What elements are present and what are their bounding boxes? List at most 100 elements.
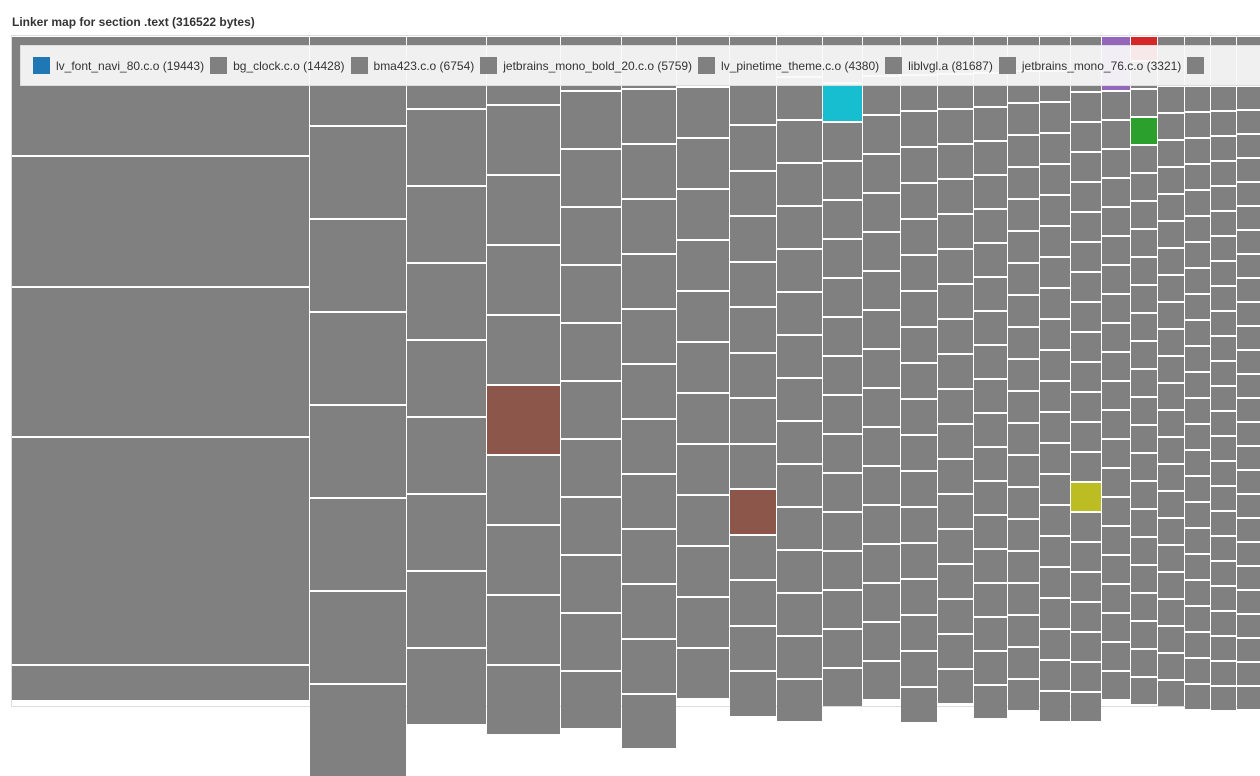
treemap-cell[interactable]: [407, 264, 486, 339]
treemap-cell[interactable]: [938, 635, 973, 668]
treemap-cell[interactable]: [1131, 398, 1157, 424]
treemap-cell[interactable]: [823, 513, 862, 550]
treemap-cell[interactable]: [1131, 566, 1157, 592]
treemap-cell[interactable]: [1158, 276, 1184, 301]
treemap-cell[interactable]: [823, 279, 862, 316]
treemap-cell[interactable]: [1158, 411, 1184, 436]
treemap-cell[interactable]: [777, 551, 822, 592]
treemap-cell[interactable]: [487, 106, 560, 174]
treemap-cell[interactable]: [901, 580, 937, 614]
treemap-cell[interactable]: [487, 176, 560, 244]
treemap-cell[interactable]: [1008, 328, 1039, 358]
treemap-cell[interactable]: [1131, 454, 1157, 480]
treemap-cell[interactable]: [1102, 440, 1130, 467]
treemap-cell[interactable]: [974, 414, 1007, 446]
treemap-cell[interactable]: [901, 616, 937, 650]
treemap-cell[interactable]: [974, 346, 1007, 378]
treemap-cell[interactable]: [1237, 375, 1260, 397]
treemap-cell[interactable]: [1237, 615, 1260, 637]
treemap-cell[interactable]: [1237, 423, 1260, 445]
treemap-cell[interactable]: [777, 680, 822, 721]
treemap-cell[interactable]: [1008, 392, 1039, 422]
treemap-cell[interactable]: [1040, 568, 1070, 597]
treemap-cell[interactable]: [1237, 495, 1260, 517]
treemap-cell[interactable]: [677, 445, 729, 494]
treemap-cell[interactable]: [938, 600, 973, 633]
treemap-cell[interactable]: [974, 108, 1007, 140]
treemap-cell[interactable]: [1237, 303, 1260, 325]
treemap-cell[interactable]: [622, 420, 676, 473]
treemap-cell[interactable]: [1008, 552, 1039, 582]
treemap-cell[interactable]: [1131, 202, 1157, 228]
treemap-cell[interactable]: [487, 526, 560, 594]
treemap-cell[interactable]: [677, 88, 729, 137]
treemap-cell[interactable]: [974, 584, 1007, 616]
legend-item[interactable]: bma423.c.o (6754): [350, 57, 474, 74]
treemap-cell[interactable]: [561, 498, 621, 554]
treemap-cell[interactable]: [1211, 437, 1236, 460]
treemap-cell[interactable]: [938, 530, 973, 563]
treemap-cell[interactable]: [901, 112, 937, 146]
treemap-cell[interactable]: [1185, 659, 1210, 683]
legend-item[interactable]: bg_clock.c.o (14428): [210, 57, 345, 74]
treemap-cell[interactable]: [1131, 286, 1157, 312]
treemap-cell[interactable]: [677, 139, 729, 188]
treemap-cell[interactable]: [777, 164, 822, 205]
treemap-cell[interactable]: [823, 474, 862, 511]
treemap-cell[interactable]: [1185, 269, 1210, 293]
treemap-cell[interactable]: [823, 84, 862, 121]
treemap-cell[interactable]: [487, 456, 560, 524]
treemap-cell[interactable]: [1211, 662, 1236, 685]
treemap-cell[interactable]: [863, 467, 900, 504]
treemap-cell[interactable]: [12, 157, 309, 286]
treemap-cell[interactable]: [1102, 150, 1130, 177]
treemap-cell[interactable]: [1040, 630, 1070, 659]
treemap-cell[interactable]: [407, 495, 486, 570]
treemap-cell[interactable]: [1131, 482, 1157, 508]
treemap-cell[interactable]: [938, 460, 973, 493]
treemap-cell[interactable]: [1211, 612, 1236, 635]
treemap-cell[interactable]: [1237, 231, 1260, 253]
treemap-cell[interactable]: [487, 596, 560, 664]
treemap-cell[interactable]: [974, 652, 1007, 684]
treemap-cell[interactable]: [1237, 663, 1260, 685]
treemap-cell[interactable]: [407, 649, 486, 724]
treemap-cell[interactable]: [938, 180, 973, 213]
treemap-cell[interactable]: [1008, 200, 1039, 230]
treemap-cell[interactable]: [1158, 546, 1184, 571]
treemap-cell[interactable]: [1102, 556, 1130, 583]
treemap-cell[interactable]: [1237, 447, 1260, 469]
treemap-cell[interactable]: [561, 324, 621, 380]
treemap-cell[interactable]: [863, 350, 900, 387]
treemap-cell[interactable]: [730, 627, 776, 670]
treemap-cell[interactable]: [974, 550, 1007, 582]
treemap-cell[interactable]: [1008, 424, 1039, 454]
treemap-cell[interactable]: [823, 630, 862, 667]
treemap-cell[interactable]: [1008, 616, 1039, 646]
treemap-cell[interactable]: [12, 666, 309, 700]
treemap-cell[interactable]: [1185, 243, 1210, 267]
treemap-cell[interactable]: [823, 591, 862, 628]
treemap-cell[interactable]: [863, 272, 900, 309]
treemap-cell[interactable]: [1158, 492, 1184, 517]
treemap-cell[interactable]: [1071, 633, 1101, 661]
treemap-cell[interactable]: [1131, 174, 1157, 200]
treemap-cell[interactable]: [310, 313, 406, 404]
treemap-cell[interactable]: [1071, 93, 1101, 121]
treemap-cell[interactable]: [1102, 585, 1130, 612]
treemap-cell[interactable]: [1237, 567, 1260, 589]
treemap-cell[interactable]: [730, 172, 776, 215]
treemap-cell[interactable]: [1158, 519, 1184, 544]
treemap-cell[interactable]: [1071, 153, 1101, 181]
treemap-cell[interactable]: [1185, 451, 1210, 475]
legend-item[interactable]: [1187, 57, 1210, 74]
treemap-cell[interactable]: [1102, 614, 1130, 641]
treemap-cell[interactable]: [407, 341, 486, 416]
treemap-cell[interactable]: [407, 418, 486, 493]
treemap-cell[interactable]: [1071, 303, 1101, 331]
treemap-cell[interactable]: [823, 123, 862, 160]
treemap-cell[interactable]: [1211, 262, 1236, 285]
treemap-cell[interactable]: [1131, 510, 1157, 536]
treemap-cell[interactable]: [1008, 168, 1039, 198]
treemap-cell[interactable]: [1102, 121, 1130, 148]
